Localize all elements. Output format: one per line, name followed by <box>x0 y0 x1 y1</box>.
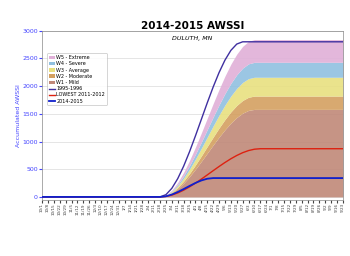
Text: DULUTH, MN: DULUTH, MN <box>172 36 213 41</box>
Legend: W5 - Extreme, W4 - Severe, W3 - Average, W2 - Moderate, W1 - Mild, 1995-1996, LO: W5 - Extreme, W4 - Severe, W3 - Average,… <box>48 54 107 105</box>
Title: 2014-2015 AWSSI: 2014-2015 AWSSI <box>141 21 244 31</box>
Y-axis label: Accumulated AWSSI: Accumulated AWSSI <box>16 84 21 147</box>
